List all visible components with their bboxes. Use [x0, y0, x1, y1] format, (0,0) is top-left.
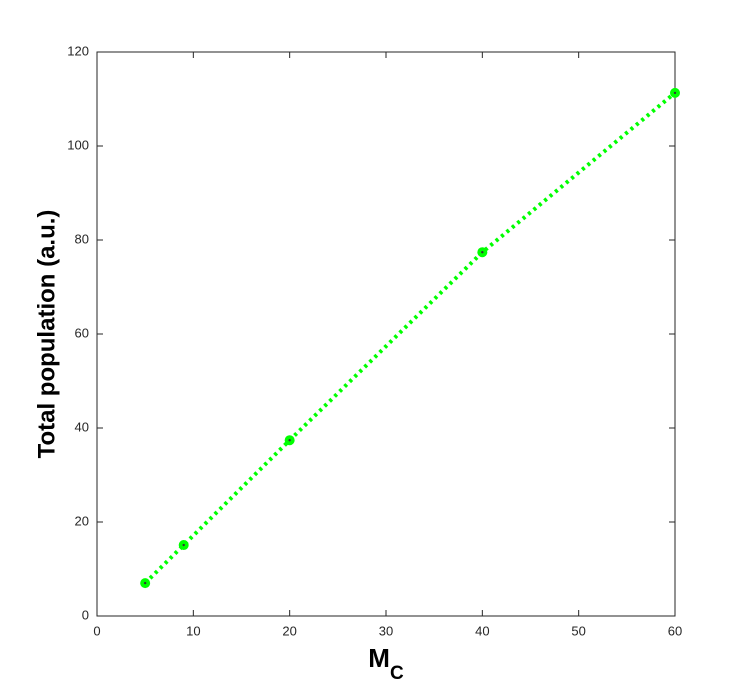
x-tick-label: 40: [475, 623, 489, 638]
point-center: [182, 543, 185, 547]
x-tick-label: 10: [186, 623, 200, 638]
x-tick-label: 60: [668, 623, 682, 638]
y-tick-label: 40: [75, 419, 89, 434]
x-axis-label-subscript: C: [390, 663, 404, 684]
x-axis-label-main: M: [368, 643, 390, 673]
y-tick-label: 60: [75, 325, 89, 340]
point-center: [673, 91, 677, 95]
y-tick-label: 20: [75, 513, 89, 528]
point-center: [481, 251, 484, 254]
x-axis-label: MC: [368, 643, 404, 684]
plot-frame: [96, 51, 676, 617]
point-center: [143, 581, 147, 585]
x-tick-label: 0: [93, 623, 100, 638]
x-tick-label: 30: [379, 623, 393, 638]
y-tick-label: 100: [67, 137, 89, 152]
x-tick-label: 20: [282, 623, 296, 638]
y-tick-label: 0: [82, 607, 89, 622]
x-tick-label: 50: [571, 623, 585, 638]
y-axis-label: Total population (a.u.): [33, 210, 60, 459]
y-tick-label: 120: [67, 43, 89, 58]
point-center: [288, 439, 291, 442]
y-tick-label: 80: [75, 231, 89, 246]
